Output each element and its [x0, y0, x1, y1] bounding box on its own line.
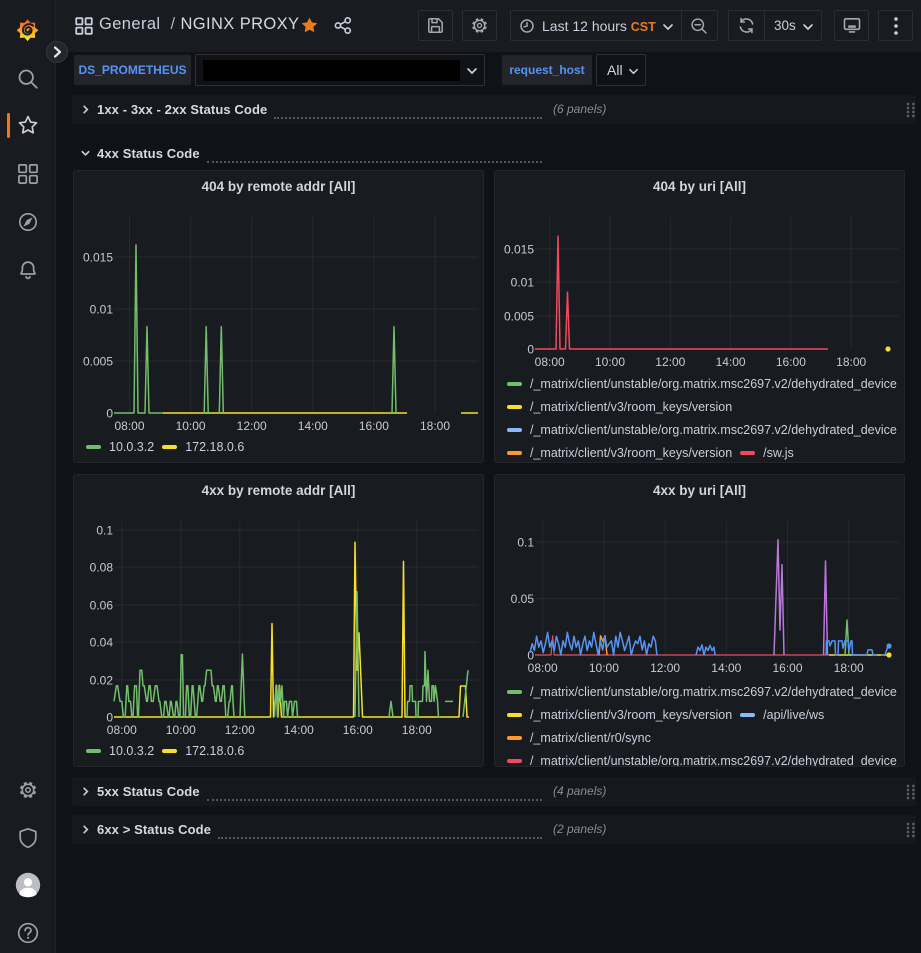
svg-text:08:00: 08:00 — [107, 723, 137, 737]
svg-text:18:00: 18:00 — [402, 723, 432, 737]
svg-text:0.005: 0.005 — [83, 355, 113, 369]
svg-text:0: 0 — [106, 407, 113, 421]
svg-text:0.015: 0.015 — [83, 251, 113, 265]
svg-text:0.005: 0.005 — [504, 310, 534, 324]
svg-text:12:00: 12:00 — [655, 355, 685, 369]
svg-text:10:00: 10:00 — [166, 723, 196, 737]
svg-text:10:00: 10:00 — [595, 355, 625, 369]
svg-text:10:00: 10:00 — [589, 661, 619, 675]
svg-text:08:00: 08:00 — [114, 419, 144, 433]
svg-text:18:00: 18:00 — [834, 661, 864, 675]
svg-text:0.1: 0.1 — [517, 536, 534, 550]
svg-text:0.08: 0.08 — [90, 561, 114, 575]
svg-text:16:00: 16:00 — [359, 419, 389, 433]
svg-text:14:00: 14:00 — [711, 661, 741, 675]
svg-text:12:00: 12:00 — [225, 723, 255, 737]
svg-text:12:00: 12:00 — [650, 661, 680, 675]
svg-text:0: 0 — [527, 649, 534, 663]
svg-text:0: 0 — [527, 343, 534, 357]
svg-text:12:00: 12:00 — [237, 419, 267, 433]
svg-text:0.06: 0.06 — [90, 599, 114, 613]
svg-text:16:00: 16:00 — [343, 723, 373, 737]
svg-text:10:00: 10:00 — [176, 419, 206, 433]
svg-text:08:00: 08:00 — [535, 355, 565, 369]
svg-text:18:00: 18:00 — [836, 355, 866, 369]
svg-text:0.1: 0.1 — [96, 524, 113, 538]
svg-text:14:00: 14:00 — [284, 723, 314, 737]
svg-text:16:00: 16:00 — [776, 355, 806, 369]
svg-text:14:00: 14:00 — [716, 355, 746, 369]
svg-text:0.015: 0.015 — [504, 243, 534, 257]
svg-text:0.01: 0.01 — [511, 276, 535, 290]
svg-text:0.02: 0.02 — [90, 674, 114, 688]
svg-text:14:00: 14:00 — [298, 419, 328, 433]
svg-text:18:00: 18:00 — [420, 419, 450, 433]
svg-text:0.04: 0.04 — [90, 636, 114, 650]
svg-text:0.01: 0.01 — [90, 303, 114, 317]
svg-text:08:00: 08:00 — [528, 661, 558, 675]
svg-text:16:00: 16:00 — [772, 661, 802, 675]
svg-text:0.05: 0.05 — [511, 592, 535, 606]
svg-text:0: 0 — [106, 711, 113, 725]
